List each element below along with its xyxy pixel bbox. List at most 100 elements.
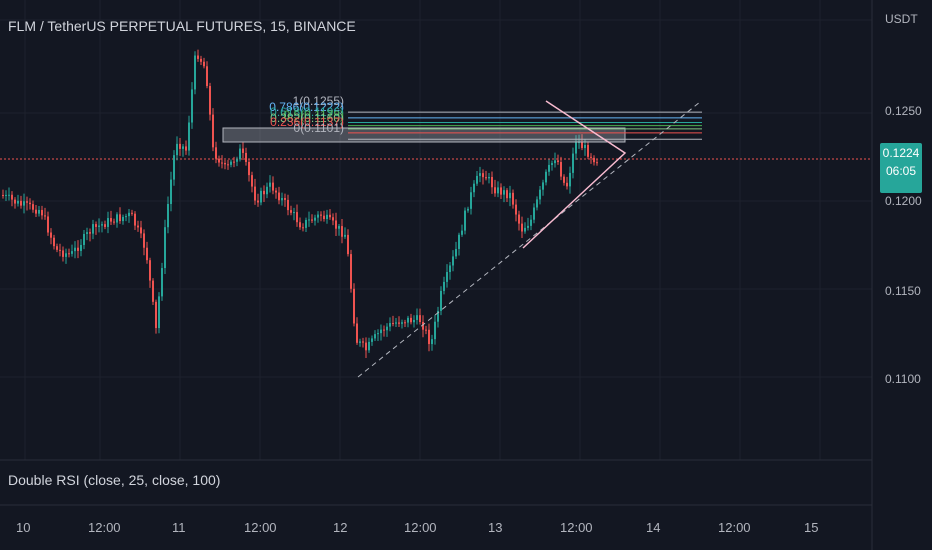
candle-body (77, 247, 79, 251)
candle-body (281, 198, 283, 201)
candle-body (206, 66, 208, 87)
candlestick-series (2, 49, 598, 358)
candle-body (473, 183, 475, 193)
candle-body (491, 176, 493, 188)
candle-body (17, 200, 19, 204)
candle-body (299, 222, 301, 228)
candle-body (140, 227, 142, 234)
candle-body (53, 237, 55, 247)
time-label: 14 (646, 520, 661, 535)
trend-line-dashed[interactable] (357, 101, 701, 378)
candle-body (434, 321, 436, 340)
candle-body (5, 194, 7, 196)
price-label-0.1250: 0.1250 (885, 104, 922, 118)
candle-body (449, 265, 451, 273)
candle-body (554, 160, 556, 164)
candle-body (23, 201, 25, 206)
candle-body (527, 225, 529, 228)
candle-body (386, 326, 388, 331)
candle-body (50, 232, 52, 238)
candle-body (179, 143, 181, 149)
candle-body (272, 182, 274, 191)
candle-body (419, 315, 421, 323)
candle-body (95, 224, 97, 227)
candle-body (110, 218, 112, 222)
candle-body (515, 204, 517, 215)
fib-level-label: 0(0.1101) (293, 121, 344, 136)
candle-body (8, 194, 10, 196)
candle-body (104, 224, 106, 227)
time-label: 11 (172, 520, 186, 535)
candle-body (344, 234, 346, 237)
indicator-label[interactable]: Double RSI (close, 25, close, 100) (8, 472, 221, 488)
candle-body (197, 55, 199, 59)
candle-body (467, 208, 469, 211)
price-label-0.1150: 0.1150 (885, 284, 921, 298)
time-label: 12 (333, 520, 348, 535)
candle-body (431, 339, 433, 345)
candle-body (476, 175, 478, 184)
candle-body (182, 146, 184, 149)
candle-body (380, 329, 382, 334)
candle-body (266, 186, 268, 195)
candle-body (233, 161, 235, 163)
candle-body (107, 218, 109, 227)
candle-body (239, 148, 241, 160)
candle-body (152, 280, 154, 302)
fibonacci-retracement[interactable] (348, 111, 702, 140)
triangle-pattern[interactable] (522, 100, 627, 249)
chart-title[interactable]: FLM / TetherUS PERPETUAL FUTURES, 15, BI… (8, 18, 356, 34)
candle-body (245, 152, 247, 162)
candle-body (416, 315, 418, 320)
candle-body (560, 162, 562, 177)
candle-body (227, 164, 229, 166)
candle-body (353, 288, 355, 324)
time-label: 12:00 (88, 520, 121, 535)
candle-body (323, 215, 325, 220)
candle-body (263, 190, 265, 195)
candle-body (59, 249, 61, 251)
candle-body (26, 201, 28, 203)
candle-body (65, 253, 67, 257)
candle-body (401, 322, 403, 324)
candle-body (155, 301, 157, 329)
candle-body (485, 177, 487, 179)
candle-body (287, 199, 289, 211)
candle-body (398, 322, 400, 324)
candle-body (590, 156, 592, 158)
candle-body (545, 171, 547, 183)
candle-body (257, 200, 259, 203)
candle-body (458, 234, 460, 249)
candle-body (428, 329, 430, 345)
candle-body (38, 209, 40, 214)
candle-body (509, 192, 511, 199)
fib-level-label: 0.5(0.1178) (283, 107, 345, 122)
candle-body (122, 216, 124, 222)
candle-body (533, 207, 535, 220)
candle-body (176, 143, 178, 156)
candle-body (524, 227, 526, 232)
candle-body (236, 159, 238, 162)
candle-body (572, 153, 574, 173)
candle-body (521, 223, 523, 232)
current-price-value: 0.1224 (882, 146, 920, 160)
candle-body (308, 219, 310, 221)
candle-body (440, 290, 442, 311)
candle-body (14, 199, 16, 204)
candle-body (329, 214, 331, 218)
candle-body (35, 209, 37, 214)
candle-body (482, 173, 484, 178)
resistance-zone-rect[interactable] (222, 127, 626, 143)
candle-body (128, 212, 130, 217)
candle-body (200, 58, 202, 62)
time-label: 13 (488, 520, 503, 535)
candle-body (368, 341, 370, 351)
candle-body (341, 226, 343, 237)
candle-body (284, 198, 286, 200)
candle-body (389, 323, 391, 327)
candle-body (194, 55, 196, 90)
candle-body (41, 209, 43, 216)
time-label: 12:00 (244, 520, 277, 535)
candle-body (269, 182, 271, 187)
